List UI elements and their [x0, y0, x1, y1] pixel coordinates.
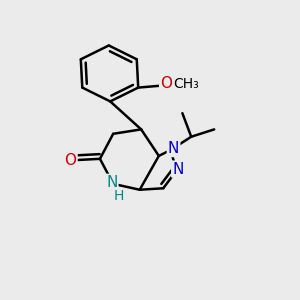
Text: N: N [106, 175, 117, 190]
Text: CH₃: CH₃ [173, 77, 199, 91]
Text: O: O [160, 76, 172, 91]
Text: N: N [172, 162, 184, 177]
Text: O: O [64, 153, 76, 168]
Text: H: H [113, 189, 124, 202]
Text: N: N [168, 141, 179, 156]
